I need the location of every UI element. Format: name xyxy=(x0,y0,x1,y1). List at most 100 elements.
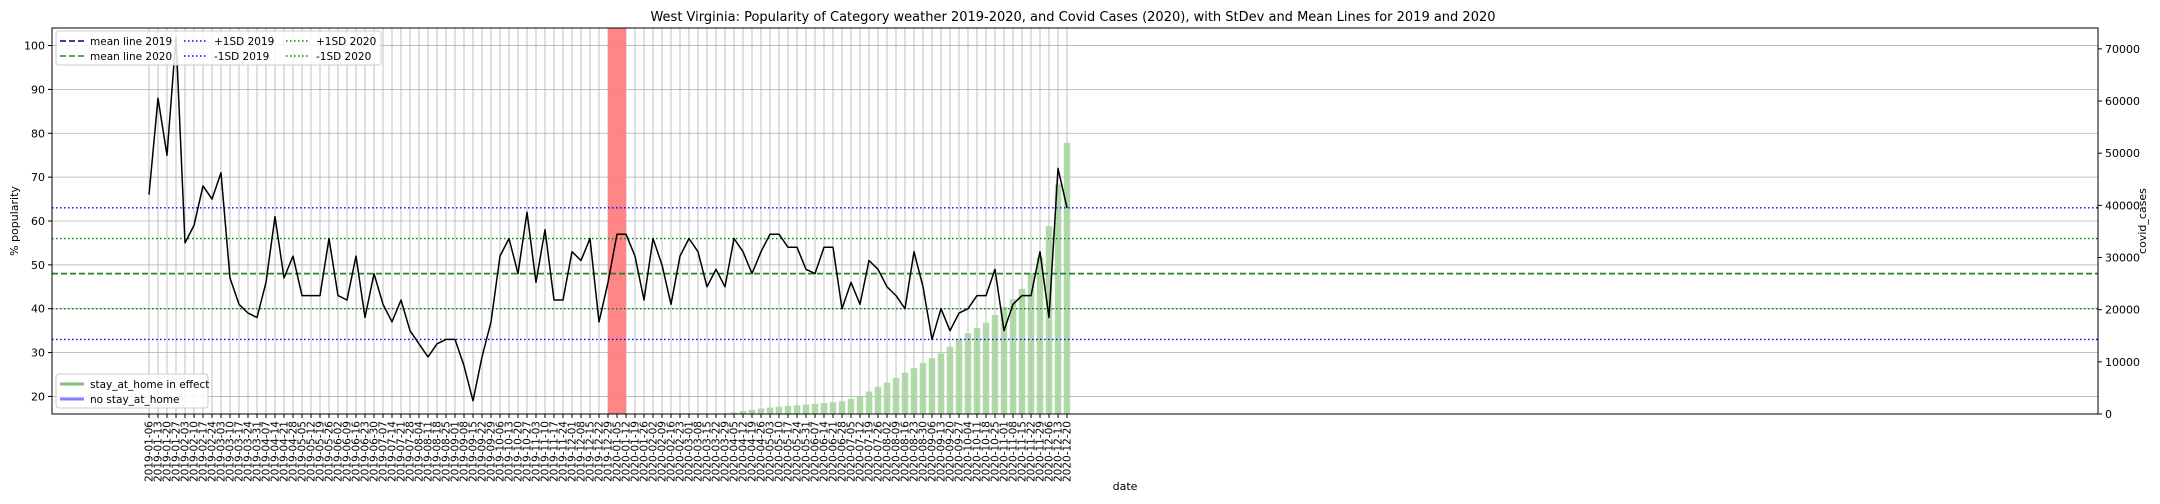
covid-bar xyxy=(964,333,972,414)
y-tick-label-left: 60 xyxy=(31,215,45,228)
y-axis-left: 20 30 40 50 60 70 80 90 100 xyxy=(24,40,52,403)
x-tick-label: 2020-03-29 xyxy=(720,421,732,482)
x-tick-label: 2020-05-03 xyxy=(765,421,777,482)
y-tick-label-left: 70 xyxy=(31,171,45,184)
x-tick-label: 2020-03-01 xyxy=(684,421,696,482)
x-tick-label: 2019-06-09 xyxy=(342,421,354,482)
y-tick-label-right: 70000 xyxy=(2105,43,2140,56)
y-tick-label-left: 50 xyxy=(31,259,45,272)
y-tick-label-left: 20 xyxy=(31,390,45,403)
x-tick-label: 2020-11-22 xyxy=(1026,421,1038,482)
covid-bar xyxy=(1000,307,1008,414)
covid-bar xyxy=(793,405,801,414)
x-tick-label: 2020-06-07 xyxy=(810,421,822,482)
x-tick-label: 2019-05-19 xyxy=(315,421,327,482)
x-tick-label: 2019-06-16 xyxy=(351,421,363,482)
y-tick-label-right: 50000 xyxy=(2105,147,2140,160)
x-tick-label: 2020-04-05 xyxy=(729,421,741,482)
x-tick-label: 2019-04-14 xyxy=(270,421,282,482)
x-tick-label: 2019-05-05 xyxy=(297,421,309,482)
x-tick-label: 2019-04-28 xyxy=(288,421,300,482)
x-tick-label: 2019-08-11 xyxy=(423,421,435,482)
legend-bottom: stay_at_home in effect no stay_at_home xyxy=(55,373,209,409)
x-tick-label: 2020-02-02 xyxy=(648,421,660,482)
x-tick-label: 2019-03-24 xyxy=(243,421,255,482)
covid-bar xyxy=(847,398,855,414)
x-tick-label: 2020-02-09 xyxy=(657,421,669,482)
covid-bar xyxy=(937,353,945,414)
x-tick-label: 2020-08-09 xyxy=(891,421,903,482)
x-tick-label: 2020-04-19 xyxy=(747,421,759,482)
x-tick-label: 2019-02-17 xyxy=(198,421,210,482)
x-tick-label: 2019-10-20 xyxy=(513,421,525,482)
x-tick-label: 2019-10-13 xyxy=(504,421,516,482)
covid-bar xyxy=(802,404,810,414)
covid-bar xyxy=(955,338,963,414)
covid-bar xyxy=(820,403,828,414)
x-tick-label: 2020-12-13 xyxy=(1053,421,1065,482)
y-tick-label-right: 30000 xyxy=(2105,252,2140,265)
covid-bar xyxy=(775,406,783,414)
covid-bar xyxy=(838,401,846,414)
covid-bar xyxy=(928,358,936,414)
x-tick-label: 2019-03-31 xyxy=(252,421,264,482)
y-axis-label-right: covid_cases xyxy=(2136,188,2149,254)
x-tick-label: 2020-01-05 xyxy=(612,421,624,482)
covid-bar xyxy=(739,411,747,414)
x-tick-label: 2019-06-30 xyxy=(369,421,381,482)
x-tick-label: 2020-09-27 xyxy=(954,421,966,482)
legend-top-box xyxy=(55,30,382,66)
covid-bar xyxy=(1063,142,1071,414)
x-tick-label: 2019-11-03 xyxy=(531,421,543,482)
x-tick-label: 2019-09-08 xyxy=(459,421,471,482)
x-tick-label: 2020-07-12 xyxy=(855,421,867,482)
x-tick-label: 2019-06-23 xyxy=(360,421,372,482)
x-tick-label: 2019-06-02 xyxy=(333,421,345,482)
legend-bottom-label: stay_at_home in effect xyxy=(90,379,209,391)
legend-top-label: mean line 2020 xyxy=(90,51,172,63)
x-tick-label: 2019-09-22 xyxy=(477,421,489,482)
legend-top-label: mean line 2019 xyxy=(90,36,172,48)
covid-bar xyxy=(1054,184,1062,414)
x-tick-label: 2020-03-22 xyxy=(711,421,723,482)
x-tick-label: 2020-05-10 xyxy=(774,421,786,482)
covid-bars xyxy=(608,28,1071,414)
y-tick-label-left: 80 xyxy=(31,127,45,140)
covid-bar xyxy=(784,405,792,414)
x-tick-label: 2019-09-15 xyxy=(468,421,480,482)
x-tick-label: 2019-11-17 xyxy=(549,421,561,482)
covid-bar xyxy=(973,327,981,414)
x-tick-label: 2019-02-10 xyxy=(189,421,201,482)
covid-bar xyxy=(748,409,756,414)
x-tick-label: 2019-01-13 xyxy=(153,421,165,482)
x-tick-label: 2020-08-02 xyxy=(882,421,894,482)
x-tick-label: 2019-07-21 xyxy=(396,421,408,482)
y-tick-label-left: 30 xyxy=(31,347,45,360)
x-tick-label: 2020-06-14 xyxy=(819,421,831,482)
x-tick-label: 2019-11-24 xyxy=(558,421,570,482)
x-tick-label: 2019-01-06 xyxy=(144,421,156,482)
x-tick-label: 2019-12-08 xyxy=(576,421,588,482)
x-tick-label: 2020-10-11 xyxy=(972,421,984,482)
x-tick-label: 2020-02-23 xyxy=(675,421,687,482)
x-tick-label: 2019-12-29 xyxy=(603,421,615,482)
x-tick-label: 2019-08-04 xyxy=(414,421,426,482)
x-tick-label: 2020-07-26 xyxy=(873,421,885,482)
covid-bar xyxy=(757,408,765,414)
legend-bottom-label: no stay_at_home xyxy=(90,394,179,406)
x-axis-label: date xyxy=(1113,480,1138,493)
x-tick-label: 2019-03-03 xyxy=(216,421,228,482)
y-tick-label-right: 40000 xyxy=(2105,199,2140,212)
x-tick-label: 2019-08-18 xyxy=(432,421,444,482)
chart-title: West Virginia: Popularity of Category we… xyxy=(650,10,1495,25)
covid-bar xyxy=(811,403,819,414)
x-tick-label: 2020-11-15 xyxy=(1017,421,1029,482)
x-tick-label: 2020-02-16 xyxy=(666,421,678,482)
legend-top-label: +1SD 2020 xyxy=(316,36,376,48)
covid-bar xyxy=(1009,299,1017,414)
x-tick-label: 2020-09-20 xyxy=(945,421,957,482)
x-tick-label: 2020-03-15 xyxy=(702,421,714,482)
x-tick-label: 2019-11-10 xyxy=(540,421,552,482)
x-tick-label: 2019-12-01 xyxy=(567,421,579,482)
popularity-line-group xyxy=(148,36,1068,402)
